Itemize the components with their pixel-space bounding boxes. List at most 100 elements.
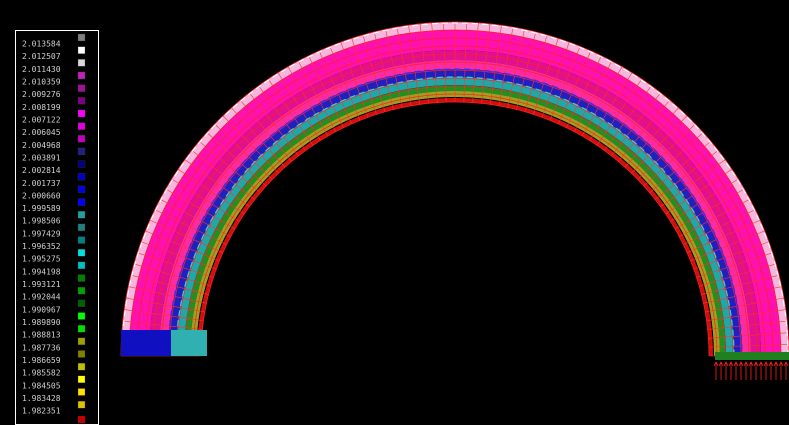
mesh-line [277, 72, 321, 141]
legend-swatch [77, 211, 86, 219]
legend-label: 1.987736 [22, 343, 61, 352]
mesh-line [649, 141, 712, 193]
mesh-line [128, 286, 207, 304]
legend-swatch [77, 147, 86, 156]
mesh-line [596, 78, 643, 146]
mesh-line [498, 27, 514, 106]
mesh-line [351, 38, 377, 115]
mesh-line [670, 178, 739, 222]
mesh-line [589, 72, 633, 141]
legend-label: 1.996352 [22, 242, 61, 251]
mesh-line [624, 107, 679, 168]
mesh-line [611, 92, 661, 157]
mesh-line [419, 23, 429, 104]
mesh-line [524, 34, 548, 112]
legend-swatch [77, 375, 86, 383]
mesh-line [701, 274, 780, 295]
mesh-line [122, 320, 203, 330]
mesh-line [149, 219, 224, 253]
legend-swatch [77, 249, 86, 257]
legend-label: 2.008199 [22, 103, 61, 112]
mesh-line [581, 66, 623, 137]
support-left [121, 330, 171, 356]
legend-label: 2.013584 [22, 40, 61, 49]
legend-swatch [77, 109, 86, 118]
legend-label: 1.985582 [22, 369, 61, 378]
mesh-line [171, 178, 240, 222]
mesh-line [686, 219, 761, 253]
legend-label: 2.006045 [22, 128, 61, 137]
legend-swatch [77, 337, 86, 345]
legend-label: 1.986659 [22, 356, 61, 365]
legend-swatch [77, 388, 86, 396]
mesh-line [287, 66, 329, 137]
mesh-line [222, 115, 279, 174]
mesh-line [507, 29, 525, 108]
mesh-line [490, 25, 502, 105]
mesh-line [206, 132, 267, 187]
mesh-line [130, 274, 209, 295]
legend-swatch [77, 299, 86, 308]
legend-swatch [77, 400, 86, 409]
mesh-line [573, 60, 613, 132]
legend: 2.013584 2.012507 2.011430 2.010359 2.009276… [22, 33, 86, 416]
mesh-line [708, 332, 789, 339]
mesh-line [231, 107, 286, 168]
legend-swatch [77, 173, 86, 181]
mesh-line [362, 34, 386, 112]
mesh-line [533, 38, 559, 115]
legend-swatch [77, 122, 86, 130]
mesh-line [191, 150, 256, 200]
mesh-line [373, 31, 394, 110]
mesh-line [308, 55, 344, 128]
legend-swatch [77, 71, 86, 80]
mesh-line [431, 22, 438, 103]
mesh-line [706, 309, 786, 321]
arrow [773, 361, 779, 380]
arch-model [120, 21, 789, 357]
legend-swatch [77, 312, 86, 320]
mesh-line [141, 241, 217, 270]
arrow [748, 361, 754, 380]
legend-label: 2.007122 [22, 115, 61, 124]
legend-label: 2.004968 [22, 141, 61, 150]
legend-swatch [77, 33, 86, 42]
legend-swatch [77, 46, 86, 54]
legend-swatch [77, 198, 86, 206]
mesh-line [683, 209, 756, 245]
mesh-line [214, 123, 273, 180]
legend-swatch [77, 59, 86, 67]
arrow [768, 361, 774, 380]
mesh-line [705, 297, 784, 313]
legend-label: 1.983428 [22, 394, 61, 403]
mesh-line [184, 159, 250, 207]
mesh-line [408, 25, 420, 105]
arrow [758, 361, 764, 380]
mesh-line [258, 85, 306, 151]
mesh-line [566, 55, 602, 128]
mesh-line [693, 241, 769, 270]
mesh-ring [200, 101, 710, 357]
arrow [738, 361, 744, 380]
mesh-line [472, 22, 479, 103]
legend-label: 1.994198 [22, 267, 61, 276]
support-right [715, 352, 789, 360]
arrow [783, 361, 789, 380]
mesh-line [631, 115, 688, 174]
legend-label: 1.999589 [22, 204, 61, 213]
legend-label: 1.997429 [22, 229, 61, 238]
arrow [753, 361, 759, 380]
arrow [728, 361, 734, 380]
legend-label: 1.984505 [22, 381, 61, 390]
mesh-line [516, 31, 537, 110]
mesh-line [240, 99, 292, 162]
mesh-line [177, 168, 245, 215]
arrow [763, 361, 769, 380]
mesh-line [329, 46, 361, 121]
legend-swatch [77, 185, 86, 194]
mesh-line [696, 252, 773, 278]
mesh-line [690, 230, 765, 262]
mesh-line [703, 286, 782, 304]
legend-label: 1.990967 [22, 305, 61, 314]
